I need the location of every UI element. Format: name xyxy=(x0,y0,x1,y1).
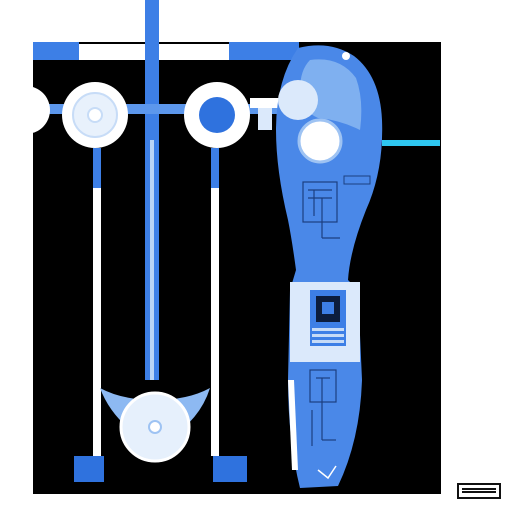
disc-left-center xyxy=(87,107,103,123)
figure-highlight xyxy=(300,59,362,131)
corner-badge xyxy=(457,483,501,499)
top-bar-blue-left xyxy=(33,42,79,60)
figure-bottom-mark xyxy=(317,465,337,480)
figure-disc-mid xyxy=(297,118,343,164)
figure-eye xyxy=(342,52,350,60)
rod-left-blue xyxy=(93,148,101,188)
rod-left-white xyxy=(93,188,101,456)
foot-right xyxy=(213,456,247,482)
badge-line-1 xyxy=(462,488,496,490)
circuit-panel-upper xyxy=(302,181,340,239)
rod-right-blue xyxy=(211,148,219,188)
chip-pins xyxy=(312,328,344,343)
circuit-panel-lower xyxy=(309,369,337,446)
foot-left xyxy=(74,456,104,482)
connector-tab xyxy=(258,108,272,130)
circuit-label-strip xyxy=(343,175,371,185)
left-half-disc xyxy=(2,86,50,134)
badge-line-2 xyxy=(462,491,496,493)
top-bar-blue-right xyxy=(229,42,299,60)
blue-figure xyxy=(276,45,383,488)
pendulum-center xyxy=(148,420,162,434)
cyan-accent-line xyxy=(382,140,440,146)
chip-window xyxy=(322,302,334,314)
disc-right-core xyxy=(199,97,235,133)
center-pole-highlight xyxy=(150,140,154,380)
connector-arm xyxy=(250,98,290,108)
crossbar xyxy=(40,104,280,114)
rod-right-white xyxy=(211,188,219,456)
figure-base-edge xyxy=(288,380,298,470)
figure-disc-top xyxy=(278,80,318,120)
